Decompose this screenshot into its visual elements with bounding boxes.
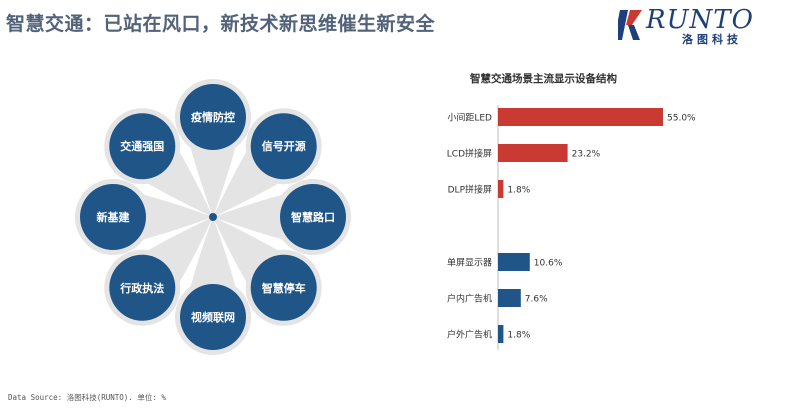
data-label: 7.6%	[525, 295, 548, 305]
category-label: 单屏显示器	[447, 257, 492, 269]
flower-petal-label: 信号开源	[261, 140, 306, 154]
concept-flower	[75, 79, 351, 355]
runto-logo-icon	[618, 10, 642, 40]
flower-circle	[180, 84, 246, 150]
flower-petal-label: 交通强国	[120, 140, 165, 154]
flower-petal-label: 新基建	[96, 211, 130, 224]
runto-logo: RUNTO 洛图科技	[618, 5, 778, 48]
chart-title: 智慧交通场景主流显示设备结构	[470, 73, 617, 85]
data-label: 1.8%	[507, 331, 530, 341]
category-label: DLP拼接屏	[448, 184, 492, 196]
bar	[498, 108, 663, 126]
bar	[498, 180, 504, 198]
data-label: 10.6%	[534, 259, 563, 269]
bar	[498, 325, 504, 343]
bar	[498, 289, 521, 307]
data-label: 23.2%	[572, 150, 601, 160]
category-label: 户内广告机	[447, 293, 492, 305]
flower-circle	[180, 284, 246, 350]
category-label: 户外广告机	[447, 329, 492, 341]
category-label: 小间距LED	[447, 112, 492, 124]
logo-wordmark: RUNTO	[646, 5, 754, 35]
flower-circle	[280, 184, 346, 250]
flower-petal-label: 视频联网	[191, 311, 235, 324]
flower-circle	[250, 254, 317, 321]
page-title: 智慧交通：已站在风口，新技术新思维催生新安全	[6, 13, 436, 35]
flower-circle	[80, 184, 146, 250]
bar	[498, 144, 568, 162]
flower-petal-label: 智慧路口	[291, 211, 335, 224]
logo-chinese-name: 洛图科技	[682, 33, 742, 46]
flower-circle	[109, 113, 176, 180]
data-label: 1.8%	[507, 186, 530, 196]
flower-circle	[250, 113, 317, 180]
category-label: LCD拼接屏	[447, 148, 492, 160]
flower-circle	[109, 254, 176, 321]
data-label: 55.0%	[667, 114, 696, 124]
flower-petal-label: 智慧停车	[261, 281, 306, 295]
flower-center-dot	[209, 213, 217, 221]
bar	[498, 253, 530, 271]
data-source-note: Data Source: 洛图科技(RUNTO). 单位: %	[8, 393, 166, 402]
flower-petal-label: 行政执法	[120, 281, 165, 295]
flower-petal-label: 疫情防控	[191, 111, 235, 124]
